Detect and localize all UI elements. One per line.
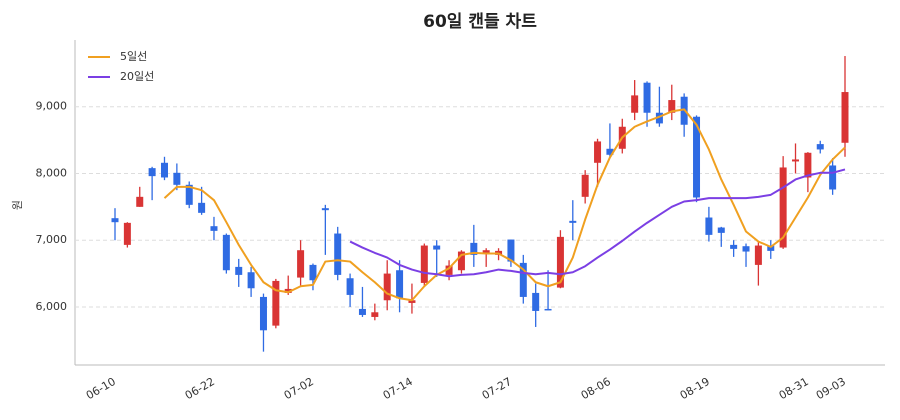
candle-body xyxy=(235,266,243,275)
candle-body xyxy=(668,100,676,113)
x-tick-label: 06-22 xyxy=(183,375,217,402)
candle-body xyxy=(259,296,267,331)
candle-body xyxy=(457,251,465,271)
candle-body xyxy=(804,152,812,178)
candle-body xyxy=(334,233,342,275)
x-tick-label: 07-27 xyxy=(480,375,514,402)
candle-body xyxy=(173,172,181,185)
candle-body xyxy=(730,244,738,249)
x-tick-label: 08-31 xyxy=(777,375,811,402)
candle-body xyxy=(655,112,663,124)
candle-body xyxy=(717,227,725,233)
candle-body xyxy=(198,202,206,213)
candle-body xyxy=(160,162,168,178)
x-tick-label: 09-03 xyxy=(814,375,848,402)
candle-body xyxy=(705,217,713,235)
candle-body xyxy=(222,234,230,271)
candle-body xyxy=(445,265,453,275)
candle-body xyxy=(519,262,527,297)
x-tick-label: 06-10 xyxy=(84,375,118,402)
y-tick-label: 9,000 xyxy=(36,100,68,113)
candle-body xyxy=(148,168,156,177)
candle-body xyxy=(482,250,490,253)
candle-body xyxy=(396,270,404,299)
candle-body xyxy=(841,92,849,143)
candle-body xyxy=(643,82,651,113)
legend-label: 20일선 xyxy=(120,69,154,83)
candle-body xyxy=(408,300,416,303)
candle-body xyxy=(123,222,131,245)
candle-body xyxy=(631,95,639,113)
candle-body xyxy=(371,312,379,317)
candle-body xyxy=(594,141,602,163)
x-tick-label: 07-14 xyxy=(381,375,415,402)
candle-body xyxy=(185,184,193,205)
candle-body xyxy=(284,288,292,293)
candle-body xyxy=(346,278,354,295)
candle-body xyxy=(111,218,119,223)
candle-body xyxy=(210,226,218,231)
candle-body xyxy=(358,308,366,315)
candle-body xyxy=(754,245,762,265)
legend-label: 5일선 xyxy=(120,49,147,63)
moving-average-line xyxy=(349,168,846,278)
candle-body xyxy=(544,308,552,311)
candle-body xyxy=(779,167,787,248)
candle-body xyxy=(247,272,255,289)
candle-body xyxy=(532,292,540,311)
moving-average-line xyxy=(163,108,846,302)
candle-body xyxy=(272,280,280,326)
y-tick-label: 6,000 xyxy=(36,300,68,313)
candle-body xyxy=(767,245,775,251)
x-tick-label: 07-02 xyxy=(282,375,316,402)
candle-body xyxy=(792,159,800,162)
candle-body xyxy=(556,236,564,288)
candle-body xyxy=(829,165,837,190)
y-tick-label: 8,000 xyxy=(36,166,68,179)
candle-body xyxy=(321,208,329,211)
candle-body xyxy=(297,250,305,278)
candle-body xyxy=(136,196,144,207)
candle-body xyxy=(742,246,750,252)
candle-body xyxy=(309,264,317,281)
chart-title: 60일 캔들 차트 xyxy=(423,12,537,32)
candle-body xyxy=(420,245,428,283)
candle-body xyxy=(693,116,701,198)
candle-body xyxy=(581,174,589,197)
candle-body xyxy=(569,220,577,223)
candle-body xyxy=(606,148,614,155)
y-axis-label: 원 xyxy=(11,200,24,210)
candle-body xyxy=(383,273,391,301)
x-tick-label: 08-19 xyxy=(678,375,712,402)
candle-body xyxy=(433,245,441,250)
candle-body xyxy=(507,239,515,262)
x-tick-label: 08-06 xyxy=(579,375,613,402)
y-tick-label: 7,000 xyxy=(36,233,68,246)
candle-body xyxy=(816,144,824,150)
candle-body xyxy=(470,242,478,255)
